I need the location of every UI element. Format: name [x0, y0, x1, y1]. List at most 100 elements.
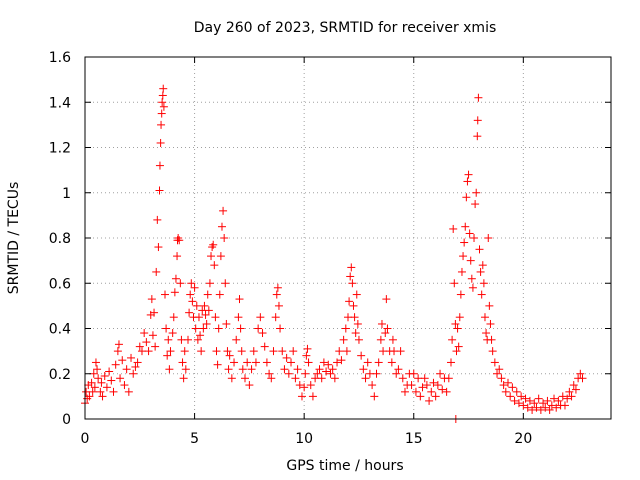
- data-point: [269, 347, 278, 356]
- data-point: [547, 401, 556, 410]
- data-point: [150, 308, 159, 317]
- data-point: [578, 374, 587, 383]
- data-point: [187, 279, 196, 288]
- data-point: [211, 313, 220, 322]
- data-point: [97, 378, 106, 387]
- data-point: [249, 347, 258, 356]
- data-point: [175, 236, 184, 245]
- data-point: [368, 381, 377, 390]
- data-point: [376, 335, 385, 344]
- data-point: [214, 324, 223, 333]
- data-series: [81, 84, 587, 423]
- data-point: [289, 347, 298, 356]
- data-point: [541, 403, 550, 412]
- data-point: [152, 267, 161, 276]
- data-point: [490, 358, 499, 367]
- data-point: [105, 367, 114, 376]
- data-point: [429, 378, 438, 387]
- data-point: [287, 358, 296, 367]
- data-point: [431, 392, 440, 401]
- data-point: [197, 347, 206, 356]
- data-point: [333, 358, 342, 367]
- data-point: [488, 347, 497, 356]
- data-point: [363, 358, 372, 367]
- data-point: [475, 245, 484, 254]
- data-point: [456, 290, 465, 299]
- data-point: [133, 358, 142, 367]
- data-point: [569, 381, 578, 390]
- data-point: [550, 394, 559, 403]
- data-point: [168, 329, 177, 338]
- data-point: [155, 186, 164, 195]
- data-point: [454, 342, 463, 351]
- data-point: [398, 374, 407, 383]
- data-point: [487, 335, 496, 344]
- data-point: [474, 93, 483, 102]
- data-point: [319, 358, 328, 367]
- data-point: [184, 335, 193, 344]
- data-point: [148, 331, 157, 340]
- data-point: [100, 372, 109, 381]
- data-point: [162, 324, 171, 333]
- data-point: [140, 329, 149, 338]
- data-point: [510, 396, 519, 405]
- data-point: [116, 374, 125, 383]
- data-point: [237, 347, 246, 356]
- data-point: [517, 392, 526, 401]
- data-point: [157, 120, 166, 129]
- data-point: [124, 387, 133, 396]
- data-point: [346, 272, 355, 281]
- y-tick-label: 0: [62, 412, 71, 428]
- data-point: [306, 381, 315, 390]
- data-point: [438, 385, 447, 394]
- data-point: [180, 347, 189, 356]
- data-point: [301, 369, 310, 378]
- data-point: [87, 378, 96, 387]
- data-point: [337, 356, 346, 365]
- data-point: [396, 347, 405, 356]
- data-point: [508, 383, 517, 392]
- data-point: [127, 353, 136, 362]
- data-point: [357, 351, 366, 360]
- data-point: [372, 369, 381, 378]
- data-point: [203, 290, 212, 299]
- data-point: [308, 392, 317, 401]
- data-point: [157, 109, 166, 118]
- data-point: [377, 319, 386, 328]
- data-point: [186, 290, 195, 299]
- data-point: [113, 347, 122, 356]
- data-point: [539, 399, 548, 408]
- data-point: [171, 274, 180, 283]
- data-point: [461, 222, 470, 231]
- data-point: [179, 374, 188, 383]
- data-point: [530, 399, 539, 408]
- data-point: [114, 340, 123, 349]
- data-point: [512, 387, 521, 396]
- data-point: [497, 374, 506, 383]
- data-point: [147, 295, 156, 304]
- data-point: [153, 215, 162, 224]
- data-point: [506, 392, 515, 401]
- data-point: [300, 383, 309, 392]
- data-point: [400, 387, 409, 396]
- y-axis-title: SRMTID / TECUs: [6, 182, 22, 295]
- data-point: [353, 319, 362, 328]
- data-point: [450, 279, 459, 288]
- data-point: [295, 381, 304, 390]
- data-point: [176, 279, 185, 288]
- data-point: [202, 319, 211, 328]
- data-point: [347, 263, 356, 272]
- data-point: [326, 369, 335, 378]
- data-point: [260, 342, 269, 351]
- data-point: [433, 381, 442, 390]
- data-point: [232, 335, 241, 344]
- data-point: [350, 313, 359, 322]
- data-point: [271, 313, 280, 322]
- data-point: [409, 369, 418, 378]
- data-point: [482, 329, 491, 338]
- data-point: [199, 324, 208, 333]
- data-point: [156, 138, 165, 147]
- data-point: [151, 342, 160, 351]
- data-point: [444, 374, 453, 383]
- data-point: [215, 290, 224, 299]
